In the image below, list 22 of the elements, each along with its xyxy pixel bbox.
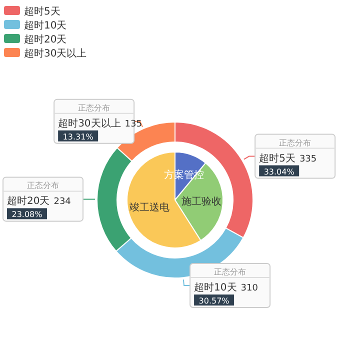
slice-label: 超时30天以上 xyxy=(58,117,121,130)
legend-label: 超时5天 xyxy=(24,6,60,18)
data-label: 310 xyxy=(240,284,258,294)
text: 33.04% xyxy=(264,167,294,176)
text: 13.31% xyxy=(62,132,94,142)
text: 正态分布 xyxy=(78,103,110,112)
text: 正态分布 xyxy=(214,268,246,277)
slice-label: 超时10天 xyxy=(194,282,237,294)
text: 正态分布 xyxy=(27,181,60,190)
slice-label: 超时20天 xyxy=(7,195,50,208)
text: 30.57% xyxy=(198,296,230,306)
text: 正态分布 xyxy=(279,138,312,148)
data-label: 234 xyxy=(54,197,72,208)
text: 23.08% xyxy=(12,210,42,220)
data-label: 135 xyxy=(124,119,142,130)
data-label: 335 xyxy=(299,154,317,164)
legend-label: 超时10天 xyxy=(24,20,67,32)
legend-label: 超时30天以上 xyxy=(24,48,87,60)
slice-label: 竣工送电 xyxy=(130,201,170,214)
slice-label: 超时5天 xyxy=(259,152,296,164)
slice-label: 施工验收 xyxy=(181,196,222,208)
legend-label: 超时20天 xyxy=(24,34,67,46)
